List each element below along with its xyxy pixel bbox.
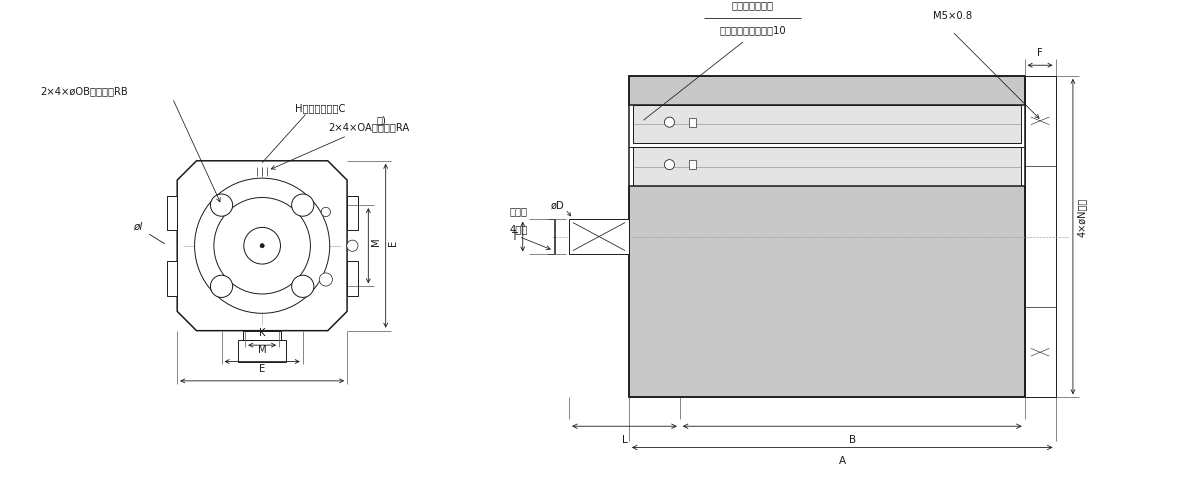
Text: 注): 注) [376,116,386,126]
Text: 2×4×øOB座ぐり深RB: 2×4×øOB座ぐり深RB [41,86,128,97]
Bar [633,105,1021,144]
Text: オートスイッチ: オートスイッチ [732,0,774,10]
Circle shape [665,117,674,127]
Bar [629,76,1024,105]
Text: L: L [622,435,628,445]
Text: 2×4×OA有効深さRA: 2×4×OA有効深さRA [328,122,409,132]
Bar [633,148,1021,186]
Bar [689,160,696,170]
Text: E: E [388,240,399,246]
Text: 4ケ付: 4ケ付 [510,224,528,234]
Polygon shape [177,161,347,330]
Circle shape [214,198,310,294]
Circle shape [211,194,232,216]
Circle shape [291,194,314,216]
Text: M: M [258,345,266,355]
Text: Hねじ有効深さC: Hねじ有効深さC [295,104,345,114]
Text: øD: øD [551,200,564,210]
Text: B: B [848,435,855,445]
Circle shape [244,228,280,264]
Bar [629,186,1024,398]
Circle shape [665,160,674,170]
Text: F: F [1037,48,1043,58]
Bar [167,196,177,230]
Text: øl: øl [133,222,143,232]
Bar [689,118,696,127]
Bar [347,261,358,296]
Bar [629,76,1024,398]
Bar [238,340,286,361]
Circle shape [346,240,358,252]
Bar [243,330,282,340]
Text: 平座金: 平座金 [510,206,528,216]
Text: M: M [371,237,381,246]
Circle shape [320,273,332,286]
Circle shape [194,178,329,314]
Text: 4×øN通し: 4×øN通し [1077,198,1087,236]
Text: T: T [512,232,518,241]
Text: E: E [259,364,265,374]
Bar [167,261,177,296]
Bar [569,218,629,254]
Circle shape [291,275,314,297]
Circle shape [260,244,265,248]
Bar [347,196,358,230]
Bar [1024,76,1055,398]
Circle shape [211,275,232,297]
Text: K: K [259,328,266,338]
Text: M5×0.8: M5×0.8 [933,11,972,21]
Text: A: A [839,456,846,466]
Text: リード線最小曲半枒10: リード線最小曲半枒10 [719,26,786,36]
Circle shape [321,208,331,216]
